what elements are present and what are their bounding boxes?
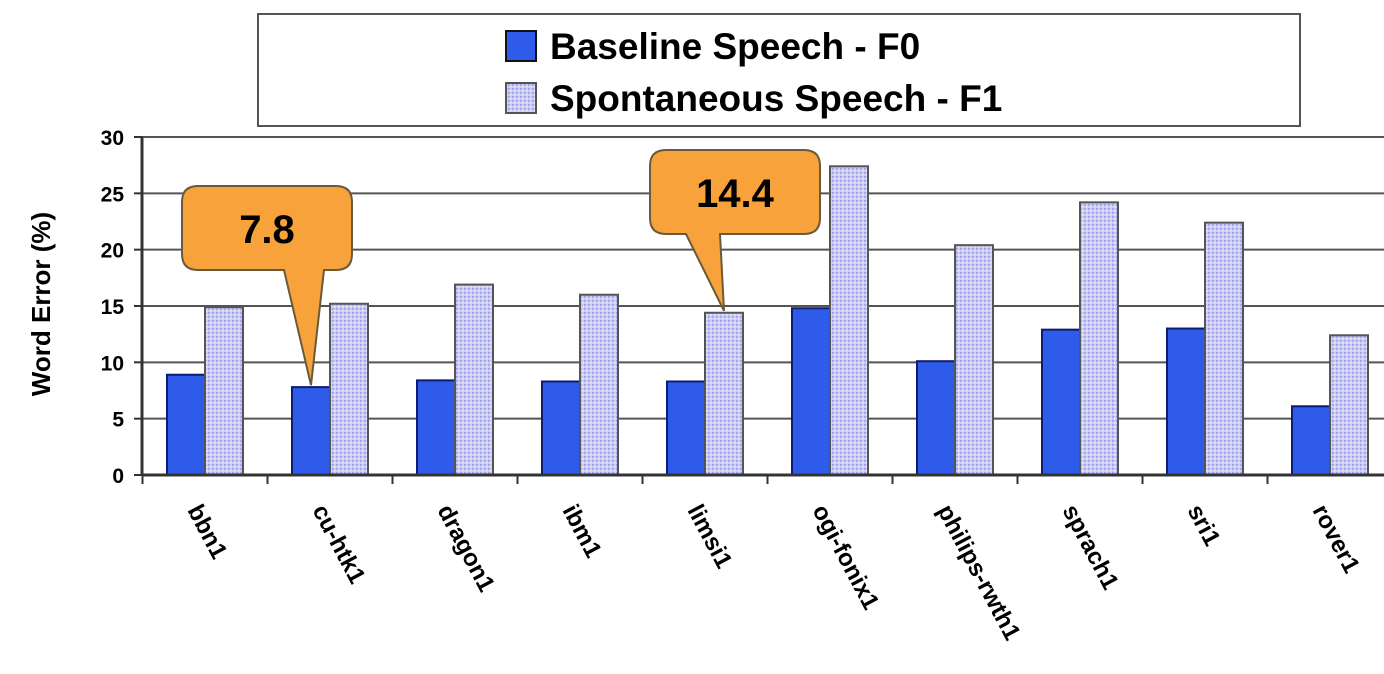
- bar-baseline-speech-f0-cu-htk1: [291, 386, 331, 476]
- legend-swatch-baseline: [505, 30, 537, 62]
- x-tick-label-ibm1: ibm1: [557, 500, 607, 562]
- y-tick-label: 30: [101, 127, 124, 150]
- category-labels: bbn1 cu-htk1 dragon1 ibm1 limsi1 ogi-fonix1 ph…: [182, 500, 1365, 645]
- x-tick-label-sri1: sri1: [1182, 500, 1226, 550]
- bar-spontaneous-speech-f1-philips-rwth1: [954, 244, 994, 476]
- bar-spontaneous-speech-f1-bbn1: [204, 306, 244, 477]
- legend-frame: [257, 13, 1301, 127]
- bar-spontaneous-speech-f1-limsi1: [704, 311, 744, 477]
- y-tick-label: 25: [101, 183, 125, 206]
- y-axis-label: Word Error (%): [26, 212, 56, 396]
- legend-label-baseline: Baseline Speech - F0: [550, 26, 920, 67]
- x-tick-label-sprach1: sprach1: [1057, 500, 1124, 594]
- bar-spontaneous-speech-f1-dragon1: [454, 283, 494, 476]
- bar-spontaneous-speech-f1-ogi-fonix1: [829, 165, 869, 476]
- legend-swatch-spontaneous: [505, 82, 537, 114]
- y-tick-label: 20: [101, 240, 124, 263]
- bar-spontaneous-speech-f1-sprach1: [1079, 201, 1119, 476]
- bar-baseline-speech-f0-ibm1: [541, 380, 581, 476]
- x-tick-label-limsi1: limsi1: [682, 500, 738, 573]
- bar-spontaneous-speech-f1-ibm1: [579, 293, 619, 476]
- x-tick-label-bbn1: bbn1: [182, 500, 233, 563]
- bar-baseline-speech-f0-bbn1: [166, 373, 206, 476]
- x-tick-label-cu-htk1: cu-htk1: [307, 500, 371, 588]
- bar-baseline-speech-f0-limsi1: [666, 380, 706, 476]
- callout-bubble-limsi1: [649, 149, 821, 312]
- x-tick-label-ogi-fonix1: ogi-fonix1: [807, 500, 885, 614]
- bar-baseline-speech-f0-sri1: [1166, 327, 1206, 476]
- legend: Baseline Speech - F0 Spontaneous Speech …: [257, 13, 1301, 127]
- bar-spontaneous-speech-f1-sri1: [1204, 221, 1244, 476]
- bar-baseline-speech-f0-sprach1: [1041, 328, 1081, 476]
- y-tick-label: 5: [112, 409, 124, 432]
- y-tick-label: 0: [112, 465, 124, 488]
- x-tick-label-rover1: rover1: [1307, 500, 1365, 577]
- bar-spontaneous-speech-f1-cu-htk1: [329, 302, 369, 476]
- bar-baseline-speech-f0-philips-rwth1: [916, 360, 956, 476]
- x-tick-label-philips-rwth1: philips-rwth1: [932, 500, 1026, 645]
- callout-label-cu-htk1: 7.8: [239, 208, 295, 252]
- legend-label-spontaneous: Spontaneous Speech - F1: [550, 78, 1002, 119]
- y-tick-label: 15: [101, 296, 125, 319]
- y-tick-labels: 0 5 10 15 20 25 30: [101, 127, 142, 488]
- bar-baseline-speech-f0-dragon1: [416, 379, 456, 476]
- y-tick-label: 10: [101, 352, 124, 375]
- bar-spontaneous-speech-f1-rover1: [1329, 334, 1369, 476]
- callout-bubble-cu-htk1: [181, 185, 353, 386]
- callout-label-limsi1: 14.4: [696, 172, 775, 216]
- x-tick-label-dragon1: dragon1: [432, 500, 500, 596]
- bar-baseline-speech-f0-rover1: [1291, 405, 1331, 477]
- bars: [166, 165, 1369, 477]
- callouts: 7.8 14.4: [181, 149, 821, 386]
- bar-baseline-speech-f0-ogi-fonix1: [791, 307, 831, 476]
